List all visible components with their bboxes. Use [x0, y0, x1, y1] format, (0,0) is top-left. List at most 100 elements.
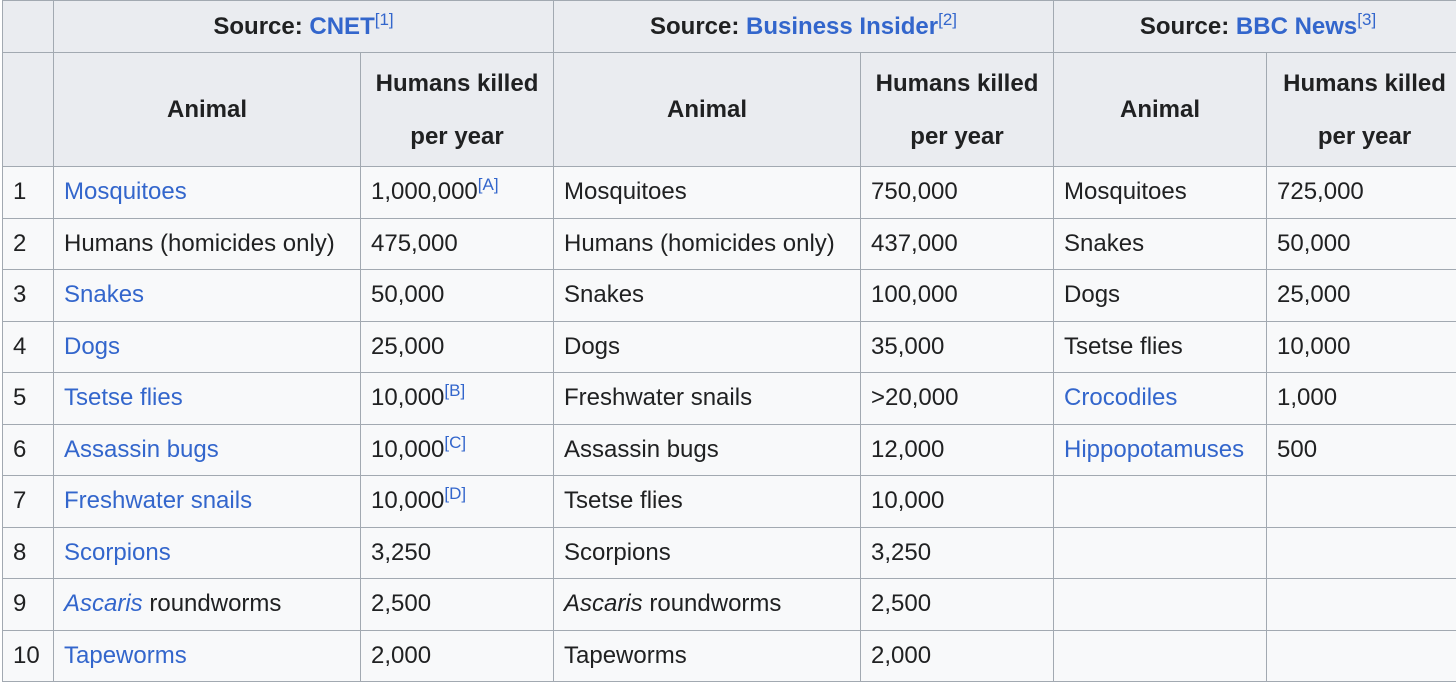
table-row: 5 Tsetse flies 10,000[B] Freshwater snails >…: [3, 373, 1456, 425]
animal-genus-link[interactable]: Ascaris: [64, 590, 143, 617]
deaths-cell-cnet: 50,000: [361, 270, 554, 322]
source-header-cnet: Source: CNET[1]: [54, 1, 554, 53]
footnote-link[interactable]: [C]: [444, 433, 466, 452]
deaths-value: 50,000: [1277, 230, 1350, 257]
animal-link[interactable]: Hippopotamuses: [1064, 436, 1244, 463]
killed-header-line1: Humans killed: [376, 70, 539, 97]
source-link-business-insider[interactable]: Business Insider: [746, 13, 938, 40]
killed-header-line2: per year: [410, 123, 503, 150]
deaths-value: 1,000: [1277, 384, 1337, 411]
deaths-cell-bi: 12,000: [861, 424, 1054, 476]
animal-genus-text: Ascaris: [564, 590, 643, 617]
animal-cell-bbc: Snakes: [1054, 218, 1267, 270]
deaths-cell-cnet: 25,000: [361, 321, 554, 373]
animal-name: Snakes: [1064, 230, 1144, 257]
deaths-cell-bi: >20,000: [861, 373, 1054, 425]
animal-name: Humans (homicides only): [64, 230, 335, 257]
deaths-cell-bi: 750,000: [861, 167, 1054, 219]
animal-cell-cnet: Freshwater snails: [54, 476, 361, 528]
deaths-cell-bi: 437,000: [861, 218, 1054, 270]
animal-link[interactable]: Freshwater snails: [64, 487, 252, 514]
animal-header-business-insider: Animal: [554, 53, 861, 167]
source-link-bbc-news[interactable]: BBC News: [1236, 13, 1357, 40]
deaths-value: 12,000: [871, 436, 944, 463]
ref-link-2[interactable]: [2]: [938, 10, 957, 29]
deaths-cell-cnet: 2,500: [361, 579, 554, 631]
animal-name: Mosquitoes: [1064, 178, 1187, 205]
ref-link-1[interactable]: [1]: [375, 10, 394, 29]
animal-cell-bi: Ascaris roundworms: [554, 579, 861, 631]
animal-name: Scorpions: [564, 539, 671, 566]
deaths-cell-bi: 3,250: [861, 527, 1054, 579]
animal-link[interactable]: Crocodiles: [1064, 384, 1177, 411]
animal-link[interactable]: Scorpions: [64, 539, 171, 566]
animal-cell-bi: Dogs: [554, 321, 861, 373]
table-row: 1 Mosquitoes 1,000,000[A] Mosquitoes 750,000…: [3, 167, 1456, 219]
rank-header-cell: [3, 1, 54, 53]
deaths-cell-bbc: [1267, 476, 1456, 528]
source-link-cnet[interactable]: CNET: [309, 13, 374, 40]
animal-cell-bi: Snakes: [554, 270, 861, 322]
deaths-value: 437,000: [871, 230, 958, 257]
animal-name: Dogs: [564, 333, 620, 360]
animal-cell-bi: Assassin bugs: [554, 424, 861, 476]
table-row: 8 Scorpions 3,250 Scorpions 3,250: [3, 527, 1456, 579]
animal-name: Tapeworms: [564, 642, 687, 669]
animal-cell-cnet: Mosquitoes: [54, 167, 361, 219]
animal-name: Mosquitoes: [564, 178, 687, 205]
source-header-business-insider: Source: Business Insider[2]: [554, 1, 1054, 53]
ref-link-3[interactable]: [3]: [1357, 10, 1376, 29]
killed-header-line1: Humans killed: [1283, 70, 1446, 97]
killed-header-line2: per year: [910, 123, 1003, 150]
rank-cell: 8: [3, 527, 54, 579]
deaths-value: 500: [1277, 436, 1317, 463]
deaths-value: 475,000: [371, 230, 458, 257]
deaths-cell-bi: 10,000: [861, 476, 1054, 528]
animal-name: Tsetse flies: [1064, 333, 1183, 360]
deaths-value: 3,250: [371, 539, 431, 566]
animal-cell-cnet: Dogs: [54, 321, 361, 373]
animal-cell-bbc: [1054, 527, 1267, 579]
deaths-cell-cnet: 10,000[C]: [361, 424, 554, 476]
animal-cell-cnet: Tsetse flies: [54, 373, 361, 425]
deaths-cell-cnet: 10,000[D]: [361, 476, 554, 528]
animal-name: Tsetse flies: [564, 487, 683, 514]
deaths-value: 10,000: [1277, 333, 1350, 360]
deaths-value: 50,000: [371, 281, 444, 308]
animal-name: Freshwater snails: [564, 384, 752, 411]
killed-header-line1: Humans killed: [876, 70, 1039, 97]
animal-cell-bbc: Mosquitoes: [1054, 167, 1267, 219]
deaths-cell-cnet: 1,000,000[A]: [361, 167, 554, 219]
deaths-cell-cnet: 10,000[B]: [361, 373, 554, 425]
source-header-bbc-news: Source: BBC News[3]: [1054, 1, 1456, 53]
animal-cell-bbc: [1054, 630, 1267, 682]
rank-cell: 1: [3, 167, 54, 219]
footnote-link[interactable]: [B]: [444, 381, 465, 400]
deaths-cell-bi: 35,000: [861, 321, 1054, 373]
animal-link[interactable]: Mosquitoes: [64, 178, 187, 205]
footnote-link[interactable]: [A]: [478, 175, 499, 194]
rank-cell: 10: [3, 630, 54, 682]
animal-link[interactable]: Tapeworms: [64, 642, 187, 669]
rank-cell: 9: [3, 579, 54, 631]
animal-link[interactable]: Tsetse flies: [64, 384, 183, 411]
animal-name: Dogs: [1064, 281, 1120, 308]
deaths-value: 3,250: [871, 539, 931, 566]
deaths-value: >20,000: [871, 384, 958, 411]
rank-cell: 5: [3, 373, 54, 425]
animal-cell-bbc: [1054, 579, 1267, 631]
deaths-value: 100,000: [871, 281, 958, 308]
animal-link[interactable]: Dogs: [64, 333, 120, 360]
animal-cell-cnet: Humans (homicides only): [54, 218, 361, 270]
animal-link[interactable]: Snakes: [64, 281, 144, 308]
deaths-value: 750,000: [871, 178, 958, 205]
rank-cell: 7: [3, 476, 54, 528]
footnote-link[interactable]: [D]: [444, 484, 466, 503]
animal-link[interactable]: Assassin bugs: [64, 436, 219, 463]
deaths-cell-cnet: 2,000: [361, 630, 554, 682]
